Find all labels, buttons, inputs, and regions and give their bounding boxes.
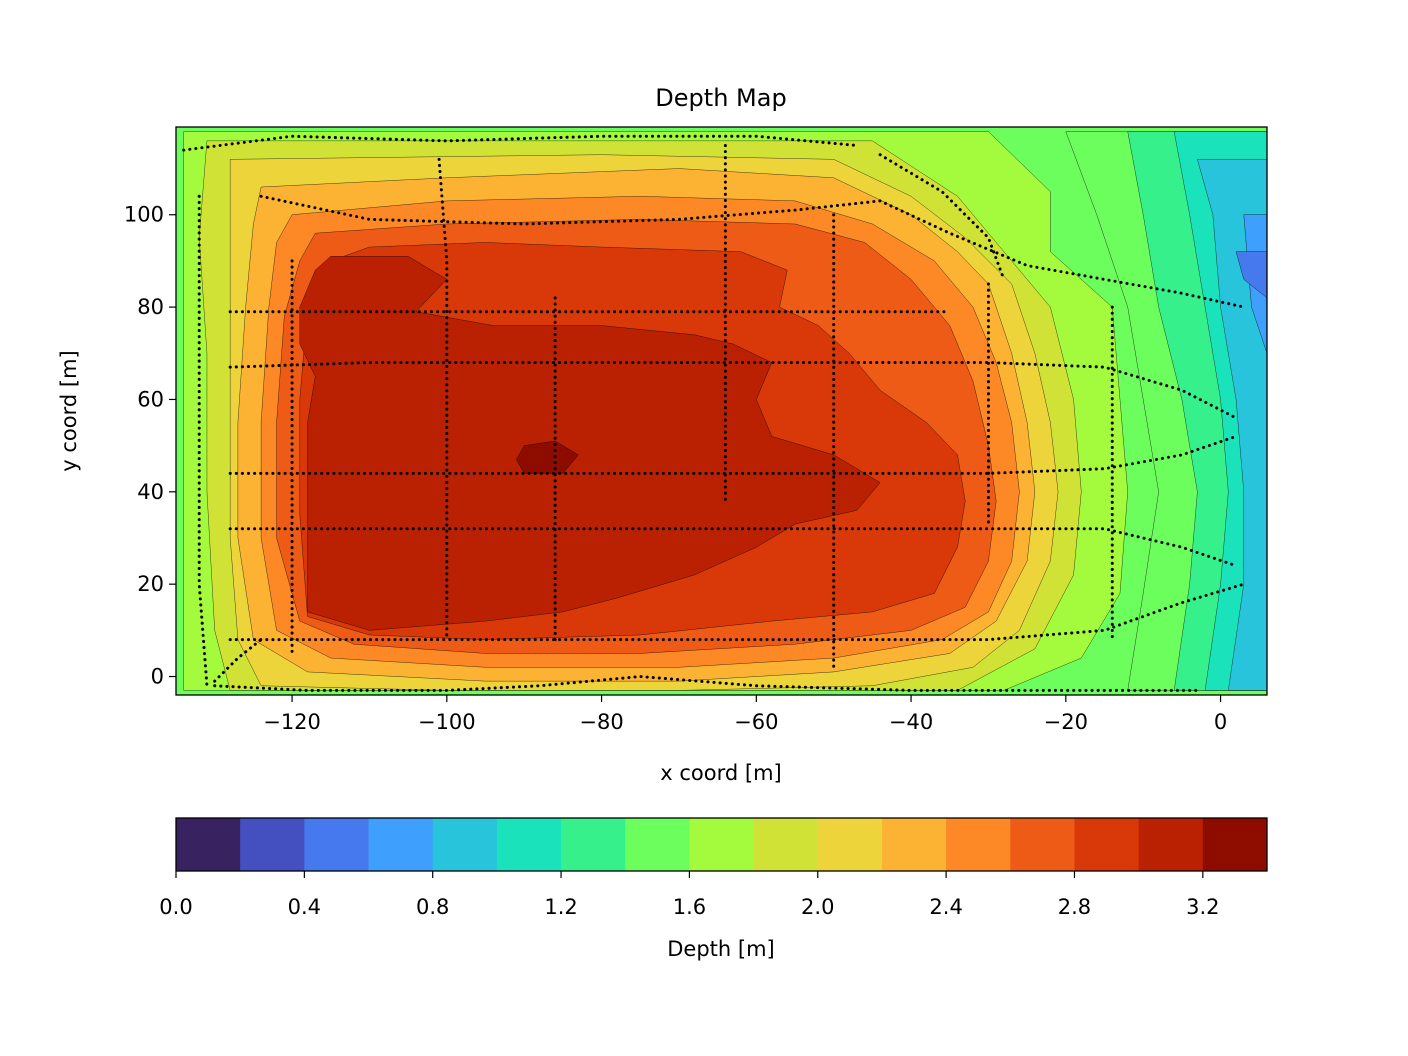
survey-track-7 — [213, 675, 1199, 692]
survey-track-17 — [213, 638, 263, 683]
y-tick-label: 0 — [151, 665, 164, 689]
survey-track-15 — [197, 194, 209, 688]
colorbar-tick-label: 0.4 — [288, 895, 321, 919]
colorbar-segment — [1138, 818, 1204, 871]
x-tick-label: −40 — [889, 710, 933, 734]
depth-region-8 — [516, 440, 579, 474]
shallow-region-3 — [1197, 159, 1267, 691]
depth-regions — [183, 131, 1267, 691]
colorbar-tick-label: 2.0 — [801, 895, 834, 919]
survey-track-5 — [228, 527, 1238, 568]
colorbar-segment — [689, 818, 755, 871]
colorbar-label: Depth [m] — [667, 937, 774, 961]
colorbar-segment — [1010, 818, 1075, 871]
colorbar-tick-label: 0.0 — [159, 895, 192, 919]
chart-title: Depth Map — [655, 84, 786, 112]
x-tick-label: 0 — [1214, 710, 1227, 734]
x-tick-label: −60 — [734, 710, 778, 734]
colorbar-segment — [304, 818, 370, 871]
colorbar-segment — [881, 818, 947, 871]
survey-track-6 — [228, 582, 1246, 642]
colorbar: 0.0 0.4 0.8 1.2 1.6 2.0 2.4 2.8 3.2 — [159, 817, 1268, 919]
colorbar-tick-label: 2.8 — [1058, 895, 1091, 919]
x-tick-label: −100 — [418, 710, 476, 734]
colorbar-segment — [432, 818, 498, 871]
survey-track-1 — [259, 194, 1246, 309]
survey-track-9 — [437, 157, 449, 642]
y-tick-label: 80 — [137, 295, 164, 319]
y-tick-label: 20 — [137, 572, 164, 596]
depth-region-7 — [299, 256, 881, 631]
colorbar-segment — [368, 818, 434, 871]
plot-frame — [175, 126, 1268, 696]
x-axis: −120 −100 −80 −60 −40 −20 0 — [263, 695, 1227, 734]
x-tick-label: −120 — [263, 710, 321, 734]
colorbar-tick-label: 0.8 — [416, 895, 449, 919]
y-tick-label: 100 — [124, 203, 164, 227]
survey-track-4 — [228, 434, 1238, 475]
colorbar-tick-label: 1.2 — [544, 895, 577, 919]
colorbar-segment — [946, 818, 1011, 871]
colorbar-segment — [240, 818, 305, 871]
y-axis-label: y coord [m] — [57, 350, 81, 471]
colorbar-segment — [496, 818, 562, 871]
colorbar-tick-label: 1.6 — [673, 895, 706, 919]
y-tick-label: 40 — [137, 480, 164, 504]
plot-area — [176, 127, 1267, 695]
survey-tracks — [182, 134, 1246, 692]
shallow-region-5 — [1235, 251, 1267, 299]
colorbar-segment — [561, 818, 626, 871]
y-axis: 0 20 40 60 80 100 — [124, 203, 176, 689]
x-tick-label: −20 — [1044, 710, 1088, 734]
colorbar-segment — [817, 818, 883, 871]
colorbar-segment — [625, 818, 690, 871]
x-tick-label: −80 — [579, 710, 623, 734]
survey-track-16 — [878, 153, 1006, 281]
colorbar-segment — [1202, 818, 1268, 871]
colorbar-frame — [175, 817, 1268, 872]
colorbar-segment — [176, 818, 241, 871]
colorbar-segment — [753, 818, 819, 871]
colorbar-segment — [1074, 818, 1140, 871]
colorbar-tick-label: 2.4 — [929, 895, 962, 919]
survey-track-0 — [182, 134, 859, 152]
colorbar-tick-label: 3.2 — [1186, 895, 1219, 919]
x-axis-label: x coord [m] — [660, 761, 781, 785]
y-tick-label: 60 — [137, 387, 164, 411]
